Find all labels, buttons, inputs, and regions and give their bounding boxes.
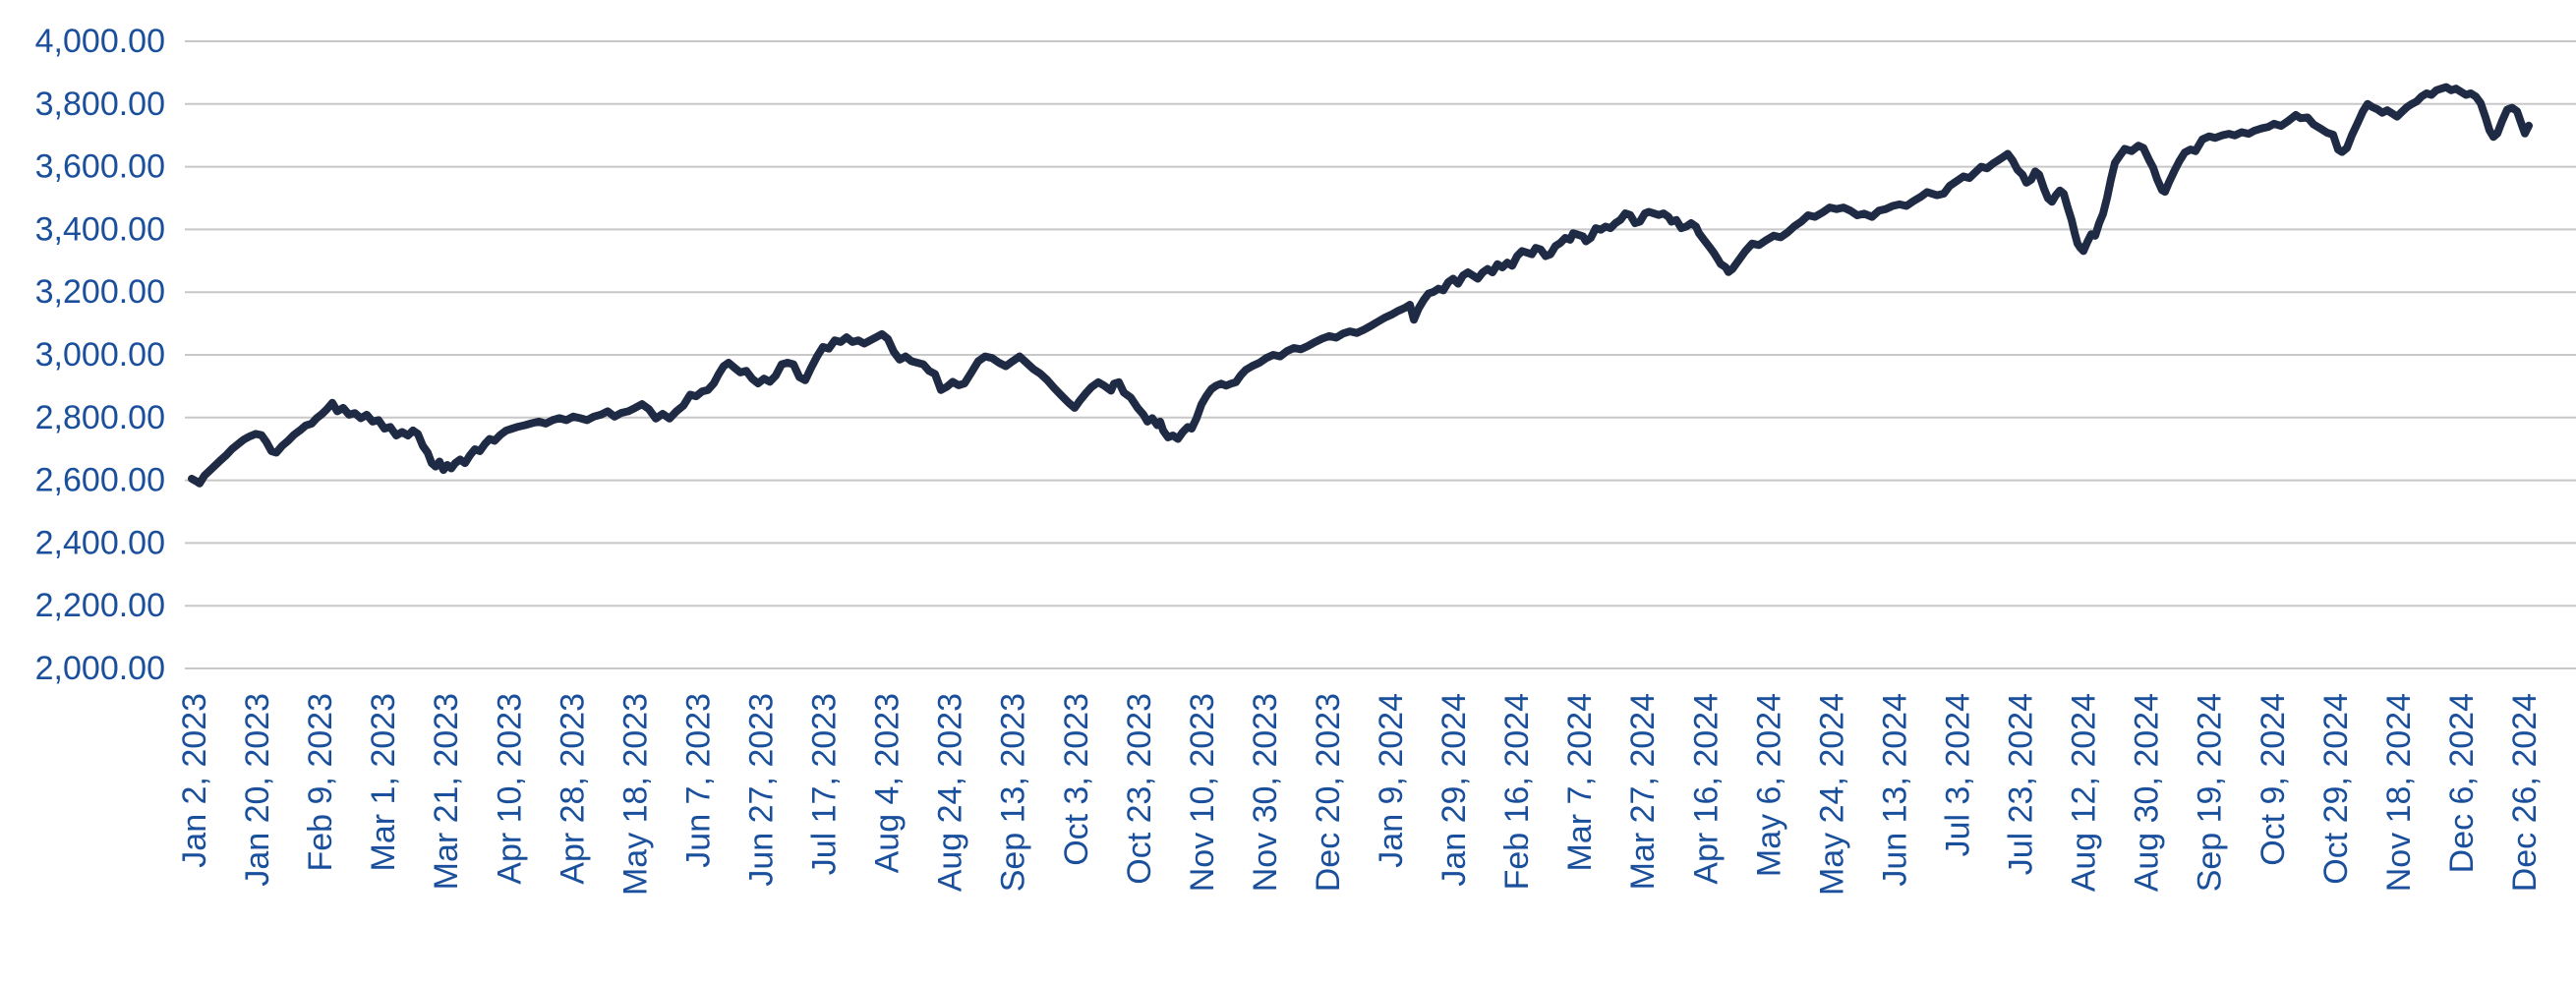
- x-tick-label: Mar 27, 2024: [1624, 693, 1662, 890]
- x-tick-label: Oct 3, 2023: [1058, 693, 1095, 866]
- y-tick-label: 2,600.00: [35, 462, 165, 499]
- y-tick-label: 2,400.00: [35, 524, 165, 561]
- x-tick-label: Nov 10, 2023: [1184, 693, 1221, 892]
- y-tick-label: 2,800.00: [35, 399, 165, 436]
- x-tick-label: Jul 23, 2024: [2003, 693, 2040, 875]
- x-tick-label: Dec 20, 2023: [1310, 693, 1347, 892]
- x-tick-label: Oct 23, 2023: [1121, 693, 1158, 885]
- price-line: [188, 83, 2533, 488]
- x-tick-label: May 24, 2024: [1813, 693, 1850, 896]
- x-tick-label: Mar 7, 2024: [1561, 693, 1599, 871]
- x-tick-label: Aug 30, 2024: [2129, 693, 2166, 892]
- x-tick-label: Aug 4, 2023: [869, 693, 907, 873]
- x-tick-label: Jan 20, 2023: [239, 693, 276, 887]
- x-tick-label: Feb 9, 2023: [302, 693, 339, 871]
- x-tick-label: Aug 24, 2023: [932, 693, 969, 892]
- x-tick-label: Sep 13, 2023: [995, 693, 1032, 892]
- x-tick-label: May 6, 2024: [1750, 693, 1787, 877]
- y-tick-label: 3,000.00: [35, 336, 165, 374]
- y-tick-label: 2,200.00: [35, 587, 165, 624]
- y-axis-labels: 4,000.00 3,800.00 3,600.00 3,400.00 3,200.00…: [35, 23, 165, 687]
- x-tick-label: Jun 27, 2023: [742, 693, 780, 887]
- x-tick-label: Jun 13, 2024: [1876, 693, 1913, 887]
- x-tick-label: Mar 1, 2023: [365, 693, 402, 871]
- x-tick-label: Nov 30, 2023: [1247, 693, 1284, 892]
- y-tick-label: 3,200.00: [35, 273, 165, 311]
- x-tick-label: Apr 28, 2023: [554, 693, 591, 885]
- x-tick-label: Jul 3, 2024: [1940, 693, 1977, 856]
- y-tick-label: 3,600.00: [35, 148, 165, 186]
- x-tick-label: Jan 2, 2023: [176, 693, 213, 868]
- x-tick-label: Mar 21, 2023: [428, 693, 465, 890]
- y-tick-label: 2,000.00: [35, 650, 165, 687]
- x-tick-label: Sep 19, 2024: [2192, 693, 2229, 892]
- x-tick-label: Aug 12, 2024: [2066, 693, 2103, 892]
- x-tick-label: May 18, 2023: [616, 693, 654, 896]
- y-tick-label: 3,800.00: [35, 86, 165, 123]
- x-axis-labels: Jan 2, 2023 Jan 20, 2023 Feb 9, 2023 Mar 1,…: [176, 693, 2544, 896]
- x-tick-label: Dec 6, 2024: [2443, 693, 2481, 873]
- x-tick-label: Nov 18, 2024: [2380, 693, 2418, 892]
- x-tick-label: Dec 26, 2024: [2506, 693, 2544, 892]
- x-tick-label: Apr 16, 2024: [1687, 693, 1725, 885]
- y-tick-label: 3,400.00: [35, 210, 165, 248]
- x-tick-label: Jun 7, 2023: [679, 693, 717, 868]
- x-tick-label: Jul 17, 2023: [806, 693, 844, 875]
- y-tick-label: 4,000.00: [35, 23, 165, 60]
- x-tick-label: Apr 10, 2023: [491, 693, 528, 885]
- x-tick-label: Oct 29, 2024: [2317, 693, 2355, 885]
- x-tick-label: Feb 16, 2024: [1498, 693, 1536, 890]
- x-tick-label: Oct 9, 2024: [2254, 693, 2292, 866]
- x-tick-label: Jan 29, 2024: [1435, 693, 1473, 887]
- x-tick-label: Jan 9, 2024: [1373, 693, 1410, 868]
